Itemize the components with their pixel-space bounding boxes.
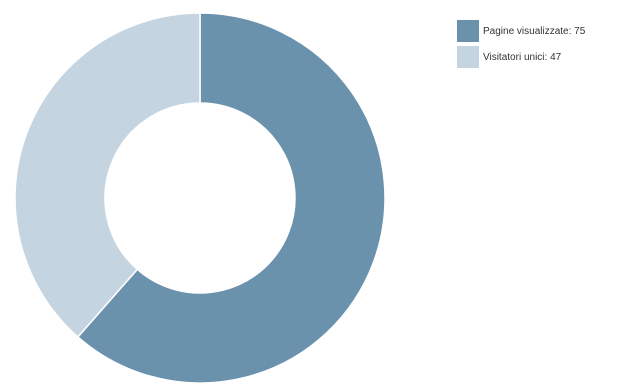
- legend-swatch-pagine-visualizzate: [457, 20, 479, 42]
- legend-item-visitatori-unici[interactable]: Visitatori unici: 47: [457, 46, 585, 68]
- slice-visitatori-unici[interactable]: [14, 12, 201, 339]
- donut-chart: [14, 12, 386, 383]
- legend-item-pagine-visualizzate[interactable]: Pagine visualizzate: 75: [457, 20, 585, 42]
- legend-swatch-visitatori-unici: [457, 46, 479, 68]
- legend-label-visitatori-unici: Visitatori unici: 47: [483, 51, 562, 63]
- chart-legend: Pagine visualizzate: 75 Visitatori unici…: [457, 20, 585, 72]
- legend-label-pagine-visualizzate: Pagine visualizzate: 75: [483, 25, 586, 37]
- slice-pagine-visualizzate[interactable]: [76, 12, 386, 383]
